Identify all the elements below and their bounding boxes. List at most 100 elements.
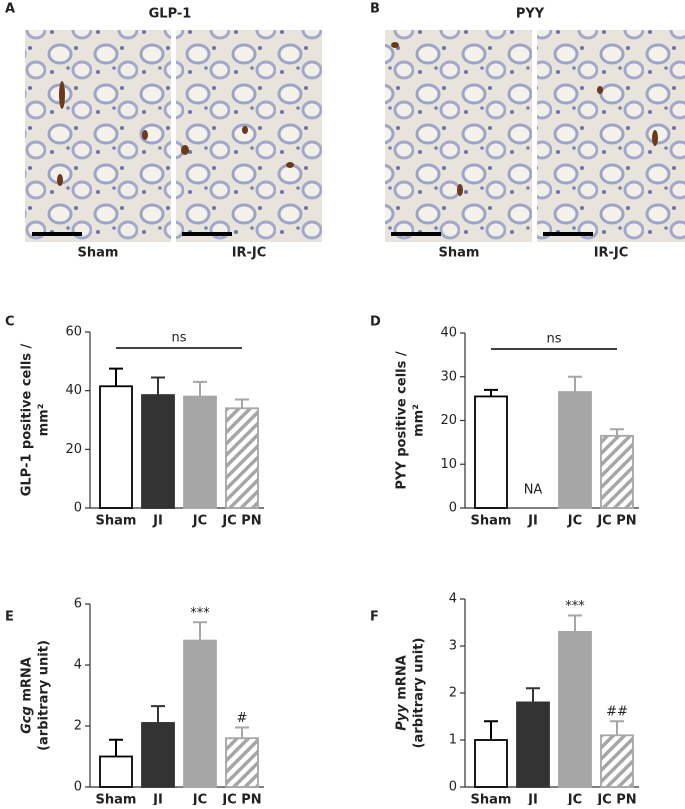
- x-tick-label: JI: [152, 514, 163, 529]
- x-tick-label: JI: [527, 514, 538, 529]
- y-tick-label: 10: [440, 457, 457, 472]
- y-axis-label-line: (arbitrary unit): [411, 638, 426, 749]
- y-tick-label: 0: [74, 780, 82, 795]
- y-axis-label-gene: Gcg: [19, 706, 34, 734]
- y-axis-label: PYY positive cells / mm²: [394, 351, 426, 489]
- significance-label: #: [237, 711, 248, 726]
- y-tick-label: 2: [449, 686, 457, 701]
- y-tick-label: 1: [449, 733, 457, 748]
- micrographs: [25, 30, 685, 242]
- error-bar: [568, 375, 582, 393]
- significance-label: ns: [171, 331, 186, 346]
- y-tick-label: 20: [440, 413, 457, 428]
- image-label: Sham: [78, 246, 119, 261]
- x-tick-label: JC PN: [596, 514, 636, 529]
- error-bar: [610, 720, 624, 736]
- bar: [99, 755, 133, 788]
- y-tick-label: 30: [440, 369, 457, 384]
- panel-title: PYY: [516, 7, 545, 22]
- panel-letter: C: [5, 315, 15, 330]
- error-bar: [235, 398, 249, 409]
- bar: [474, 739, 508, 788]
- bar: [558, 631, 592, 788]
- significance-label: ***: [565, 599, 585, 614]
- x-tick-label: JC: [192, 793, 207, 806]
- panel-title: GLP-1: [149, 7, 192, 22]
- na-label: NA: [524, 483, 543, 498]
- y-tick-label: 4: [74, 658, 82, 673]
- significance-label: ##: [606, 705, 628, 720]
- x-tick-label: Sham: [96, 514, 137, 529]
- bar: [225, 407, 259, 509]
- y-axis-label-line: mm²: [36, 404, 51, 437]
- x-tick-label: JC PN: [596, 793, 636, 806]
- bar: [600, 434, 634, 509]
- y-axis-label-line: mm²: [411, 404, 426, 437]
- y-axis-label-line: PYY positive cells /: [394, 351, 409, 489]
- error-bar: [526, 687, 540, 703]
- x-tick-label: JC: [567, 793, 582, 806]
- panel-letter: B: [370, 2, 380, 17]
- error-bar: [568, 614, 582, 632]
- x-tick-label: JC: [567, 514, 582, 529]
- panel-letter: A: [5, 2, 15, 17]
- x-tick-label: Sham: [471, 793, 512, 806]
- x-tick-label: JI: [527, 793, 538, 806]
- error-bar: [235, 726, 249, 739]
- y-tick-label: 40: [440, 326, 457, 341]
- error-bar: [151, 705, 165, 723]
- y-axis-label-line: GLP-1 positive cells /: [19, 343, 34, 496]
- bar: [141, 394, 175, 509]
- bar: [558, 391, 592, 509]
- micrograph: [537, 30, 685, 242]
- y-axis-label-line: mRNA: [19, 657, 34, 706]
- micrograph: [385, 30, 532, 242]
- y-tick-label: 3: [449, 639, 457, 654]
- y-tick-label: 6: [74, 597, 82, 612]
- error-bar: [193, 380, 207, 397]
- error-bar: [484, 388, 498, 397]
- panel-letter: F: [370, 610, 379, 625]
- y-axis-label-gene: Pyy: [394, 704, 409, 731]
- image-label: IR-JC: [232, 246, 267, 261]
- error-bar: [151, 376, 165, 396]
- stained-cells: [57, 42, 658, 196]
- y-tick-label: 0: [449, 780, 457, 795]
- error-bar: [109, 367, 123, 387]
- y-axis-label: GLP-1 positive cells / mm²: [19, 343, 51, 496]
- error-bar: [610, 428, 624, 436]
- x-tick-label: JI: [152, 793, 163, 806]
- y-tick-label: 0: [449, 501, 457, 516]
- x-tick-label: JC: [192, 514, 207, 529]
- bar: [99, 385, 133, 509]
- y-axis-label: Gcg mRNA (arbitrary unit): [19, 640, 51, 751]
- image-label: IR-JC: [594, 246, 629, 261]
- micrograph: [25, 30, 171, 242]
- x-tick-label: Sham: [471, 514, 512, 529]
- y-tick-label: 20: [65, 442, 82, 457]
- y-tick-label: 60: [65, 325, 82, 340]
- y-axis-label: Pyy mRNA (arbitrary unit): [394, 638, 426, 749]
- bar: [516, 701, 550, 788]
- x-tick-label: JC PN: [221, 793, 261, 806]
- x-tick-label: JC PN: [221, 514, 261, 529]
- error-bar: [484, 720, 498, 740]
- image-label: Sham: [439, 246, 480, 261]
- panel-letter: D: [370, 315, 381, 330]
- bar: [225, 737, 259, 788]
- bar: [474, 395, 508, 509]
- y-tick-label: 2: [74, 719, 82, 734]
- x-tick-label: Sham: [96, 793, 137, 806]
- bar: [183, 395, 217, 509]
- micrograph: [176, 30, 322, 242]
- y-axis-label-line: mRNA: [394, 655, 409, 704]
- panel-letter: E: [5, 610, 14, 625]
- significance-label: ns: [546, 332, 561, 347]
- error-bar: [193, 621, 207, 641]
- significance-label: ***: [190, 606, 210, 621]
- error-bar: [109, 738, 123, 757]
- y-tick-label: 4: [449, 592, 457, 607]
- y-tick-label: 0: [74, 501, 82, 516]
